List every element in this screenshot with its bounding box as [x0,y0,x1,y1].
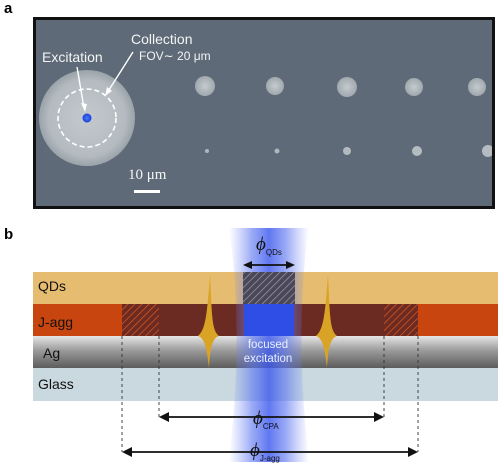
qds-layer-label: QDs [38,278,66,294]
phi-jagg-arrowhead-left [122,447,132,457]
collection-arrowhead [105,87,112,96]
scale-bar [134,190,160,193]
sem-micrograph: Excitation Collection FOV∼ 20 μm 10 μm [33,17,495,209]
disk [266,77,284,95]
phi-cpa-subscript: CPA [262,421,279,431]
plasmon-right [316,274,337,368]
excitation-text: excitation [243,353,293,365]
excitation-label: Excitation [42,49,103,65]
fov-label: FOV∼ 20 μm [139,49,211,63]
beam-in-jagg [244,304,294,336]
qds-hatch-center [243,272,295,304]
disk [468,78,486,96]
phi-jagg-label: ϕJ-agg [250,440,280,463]
phi-cpa-label: ϕCPA [253,408,279,431]
ag-layer-label: Ag [43,345,61,361]
excitation-spot [82,113,92,123]
phi-qds-arrowhead-right [286,261,295,269]
disk [205,149,209,153]
micrograph-svg [36,20,492,206]
disk [274,148,280,154]
jagg-hatch-left [122,304,159,336]
disk [482,145,492,157]
scale-bar-label: 10 μm [128,167,167,183]
disk [337,77,357,97]
focused-text: focused [247,339,289,351]
phi-symbol: ϕ [250,440,260,461]
collection-arrow [106,51,134,94]
disk [195,76,215,96]
phi-jagg-arrowhead-right [408,447,418,457]
panel-a-label: a [4,0,13,17]
disk [405,78,423,96]
phi-symbol: ϕ [256,234,266,255]
panel-b-label: b [4,226,14,243]
focused-excitation-label: focused excitation [240,338,296,366]
phi-symbol: ϕ [253,408,263,429]
jagg-layer-label: J-agg [38,314,74,330]
phi-qds-arrowhead-left [243,261,252,269]
collection-fov-circle [57,88,117,148]
phi-cpa-arrowhead-right [374,412,384,422]
phi-cpa-arrowhead-left [159,412,169,422]
collection-label: Collection [131,31,193,47]
jagg-hatch-right [384,304,418,336]
phi-qds-label: ϕQDs [256,234,282,257]
plasmon-left [198,274,219,368]
layer-schematic [33,228,498,462]
disk [343,147,351,155]
phi-qds-subscript: QDs [265,247,282,257]
disk [412,146,422,156]
disk-row-bottom [205,145,492,157]
phi-jagg-subscript: J-agg [259,453,280,463]
excitation-arrowhead [81,103,87,112]
excitation-arrow [76,66,85,109]
disk-row-top [195,76,486,97]
glass-layer-label: Glass [38,376,74,392]
